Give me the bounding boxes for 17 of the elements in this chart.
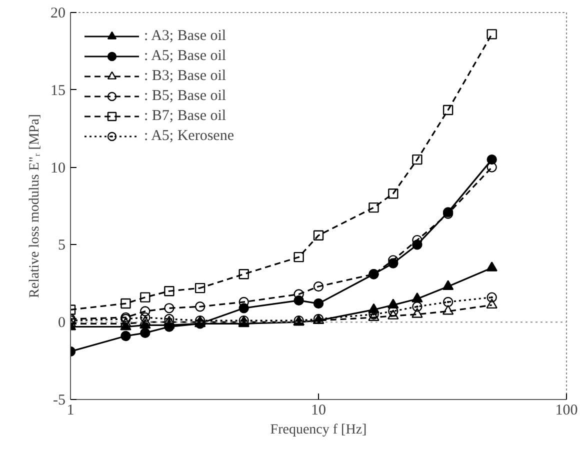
y-axis-title: Relative loss modulus E"ᵣ [MPa]: [28, 114, 42, 298]
legend-label: : B5; Base oil: [144, 87, 226, 105]
x-tick-label: 10: [311, 402, 326, 418]
y-tick-label: -5: [53, 392, 66, 408]
y-tick-label: 20: [50, 6, 66, 22]
legend-label: : B3; Base oil: [144, 67, 226, 85]
legend-label: : A3; Base oil: [144, 27, 226, 45]
legend-label: : A5; Base oil: [144, 47, 226, 65]
y-tick-label: 5: [58, 238, 66, 254]
y-tick-label: 0: [58, 315, 66, 332]
legend-label: : B7; Base oil: [144, 107, 226, 125]
y-tick-label: 15: [50, 82, 66, 99]
x-tick-label: 1: [66, 402, 74, 418]
legend-label: : A5; Kerosene: [144, 127, 234, 145]
x-tick-label: 100: [555, 402, 578, 418]
x-axis-title: Frequency f [Hz]: [270, 422, 367, 438]
y-tick-label: 10: [50, 160, 66, 176]
